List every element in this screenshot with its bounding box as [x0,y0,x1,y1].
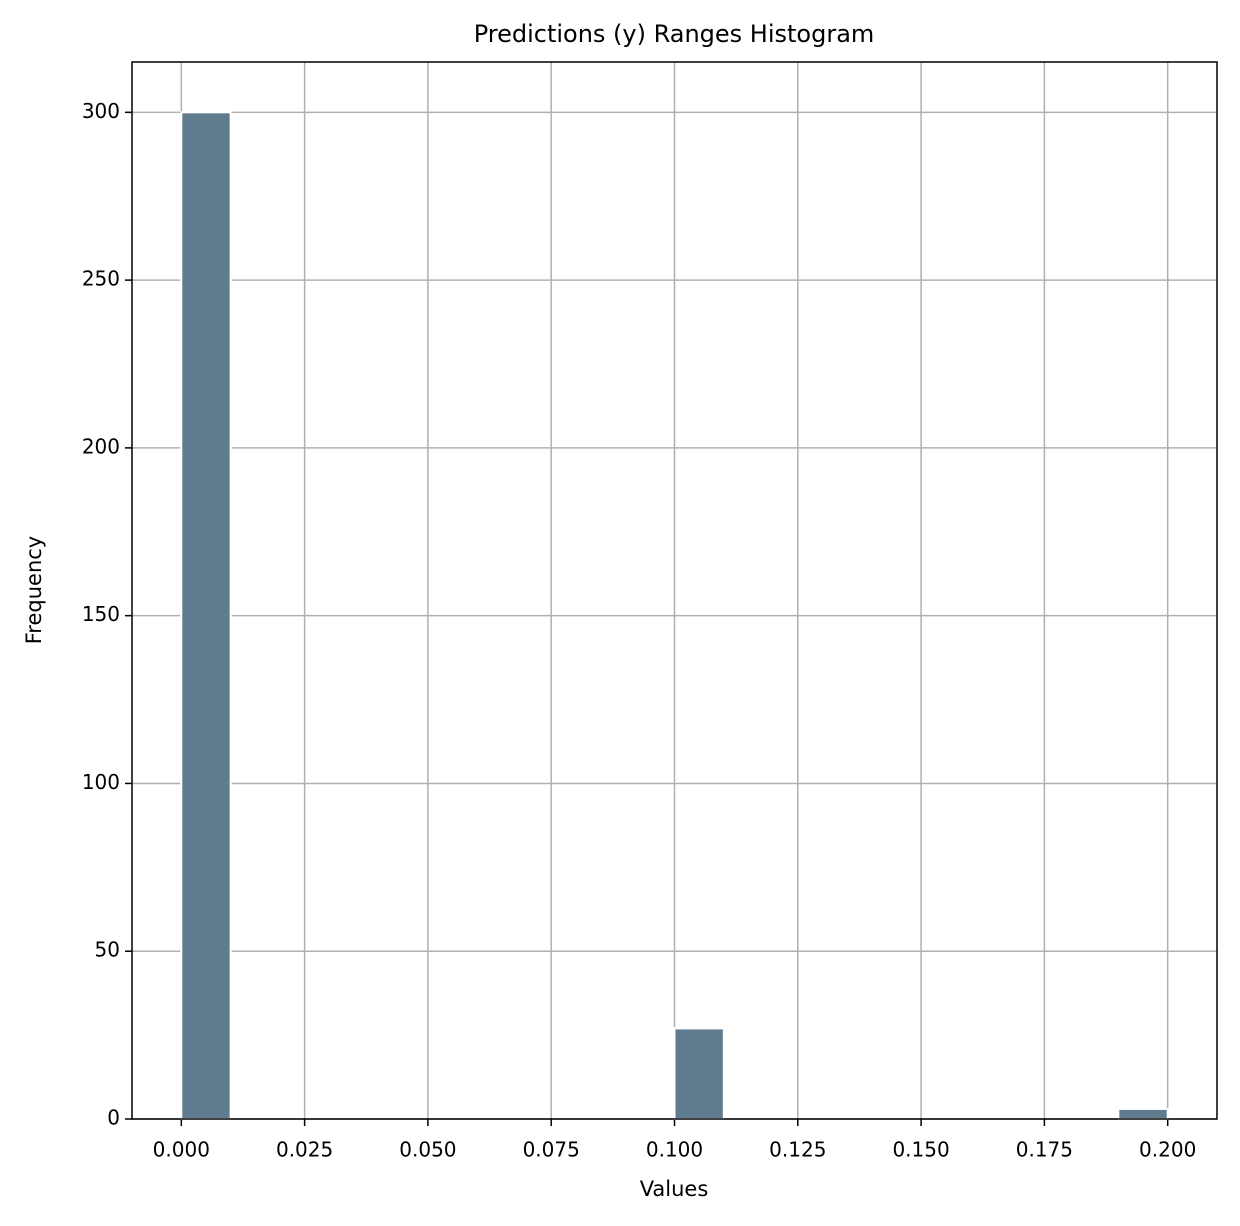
y-axis-label: Frequency [22,536,46,645]
bar [180,111,232,1121]
x-tick-label: 0.150 [892,1138,949,1162]
y-tick-label: 200 [82,434,120,458]
bar [673,1027,725,1121]
x-tick-label: 0.175 [1016,1138,1073,1162]
y-tick-label: 0 [107,1106,120,1130]
x-tick-label: 0.125 [769,1138,826,1162]
x-tick-label: 0.200 [1139,1138,1196,1162]
x-tick-label: 0.050 [399,1138,456,1162]
x-tick-label: 0.000 [153,1138,210,1162]
y-tick-label: 50 [95,938,120,962]
plot-frame [131,61,1218,1120]
x-tick-label: 0.025 [276,1138,333,1162]
chart-title: Predictions (y) Ranges Histogram [474,20,875,48]
x-tick-label: 0.075 [523,1138,580,1162]
x-axis-label: Values [640,1177,709,1201]
x-tick-label: 0.100 [646,1138,703,1162]
y-tick-label: 100 [82,770,120,794]
bar [1117,1107,1169,1121]
y-tick-label: 150 [82,602,120,626]
y-tick-label: 300 [82,99,120,123]
y-tick-label: 250 [82,267,120,291]
